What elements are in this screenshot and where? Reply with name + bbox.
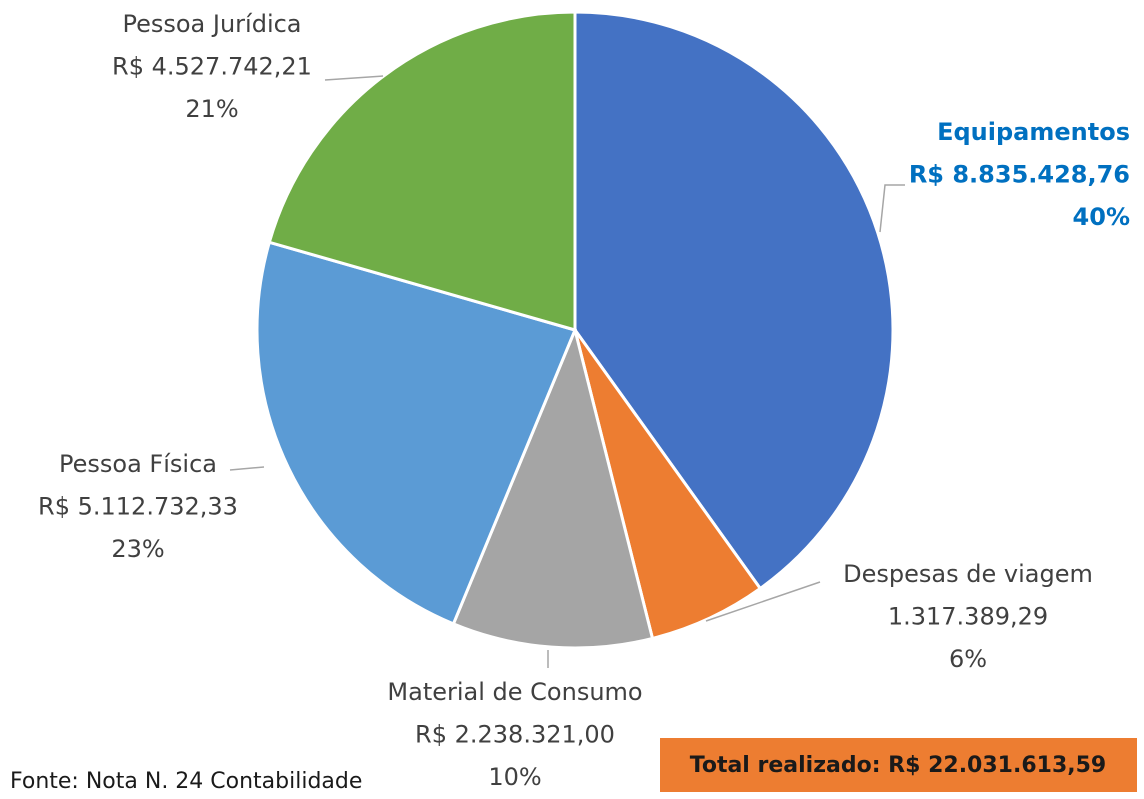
- slice-label: R$ 5.112.732,33: [38, 493, 238, 521]
- slice-label: R$ 8.835.428,76: [909, 161, 1130, 189]
- total-box: [660, 738, 1137, 792]
- pie-slice: [573, 329, 763, 641]
- slice-label: 1.317.389,29: [888, 603, 1048, 631]
- pie-slice: [573, 10, 895, 591]
- pie-slice: [267, 10, 577, 332]
- pie-slice: [255, 240, 578, 626]
- leader-line: [229, 466, 265, 471]
- total-label: Total realizado: R$ 22.031.613,59: [690, 753, 1107, 778]
- leader-line: [324, 75, 384, 81]
- slice-label: R$ 2.238.321,00: [415, 721, 615, 749]
- source-note: Fonte: Nota N. 24 Contabilidade: [10, 769, 362, 794]
- slice-label: 21%: [185, 95, 238, 123]
- slice-label: 10%: [488, 763, 541, 791]
- slice-label: Despesas de viagem: [843, 560, 1093, 588]
- slice-label: Equipamentos: [937, 118, 1130, 146]
- slice-label: 23%: [111, 535, 164, 563]
- slice-label: Pessoa Física: [59, 450, 217, 478]
- slice-label: R$ 4.527.742,21: [112, 53, 312, 81]
- leader-line: [705, 581, 821, 622]
- slice-label: 40%: [1073, 203, 1130, 231]
- slice-label: 6%: [949, 645, 987, 673]
- slice-label: Pessoa Jurídica: [122, 10, 301, 38]
- leader-line: [879, 184, 905, 233]
- slice-label: Material de Consumo: [387, 678, 642, 706]
- pie-slice: [451, 325, 655, 650]
